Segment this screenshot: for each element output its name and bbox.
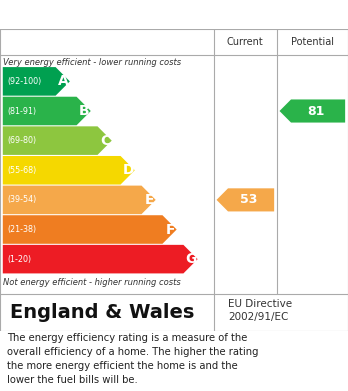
Polygon shape <box>3 126 112 155</box>
Text: (39-54): (39-54) <box>7 196 36 204</box>
Text: Potential: Potential <box>291 37 334 47</box>
Text: (55-68): (55-68) <box>7 166 36 175</box>
Text: B: B <box>79 104 90 118</box>
Text: 53: 53 <box>240 194 258 206</box>
Text: (1-20): (1-20) <box>7 255 31 264</box>
Polygon shape <box>3 245 198 273</box>
Text: Not energy efficient - higher running costs: Not energy efficient - higher running co… <box>3 278 181 287</box>
Text: The energy efficiency rating is a measure of the
overall efficiency of a home. T: The energy efficiency rating is a measur… <box>7 333 259 385</box>
Text: (92-100): (92-100) <box>7 77 41 86</box>
Text: G: G <box>185 252 197 266</box>
Polygon shape <box>3 97 91 125</box>
Polygon shape <box>3 156 135 185</box>
Polygon shape <box>3 215 177 244</box>
Polygon shape <box>279 99 345 122</box>
Text: England & Wales: England & Wales <box>10 303 195 322</box>
Text: Current: Current <box>227 37 264 47</box>
Polygon shape <box>216 188 274 212</box>
Text: (21-38): (21-38) <box>7 225 36 234</box>
Text: D: D <box>122 163 134 177</box>
Text: Very energy efficient - lower running costs: Very energy efficient - lower running co… <box>3 58 182 67</box>
Polygon shape <box>3 186 156 214</box>
Polygon shape <box>3 67 70 96</box>
Text: EU Directive
2002/91/EC: EU Directive 2002/91/EC <box>228 299 292 323</box>
Text: A: A <box>58 74 69 88</box>
Text: C: C <box>100 134 110 148</box>
Text: (69-80): (69-80) <box>7 136 36 145</box>
Text: Energy Efficiency Rating: Energy Efficiency Rating <box>9 7 219 22</box>
Text: E: E <box>144 193 154 207</box>
Text: (81-91): (81-91) <box>7 106 36 115</box>
Text: F: F <box>166 222 175 237</box>
Text: 81: 81 <box>307 104 324 118</box>
